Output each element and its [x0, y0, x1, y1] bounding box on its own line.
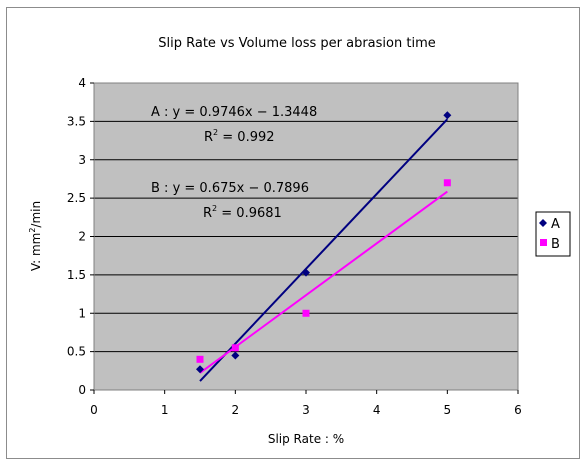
point-a-0 — [196, 365, 204, 374]
point-b-2 — [302, 309, 310, 317]
annotation-a-r2: R2 = 0.992 — [204, 128, 275, 145]
y-tick-label-2: 1 — [78, 306, 86, 320]
trendline-b — [199, 190, 448, 374]
legend-box — [535, 211, 571, 257]
annotation-a: A : y = 0.9746x − 1.3448 R2 = 0.992 — [151, 105, 317, 145]
point-a-2 — [302, 268, 310, 277]
y-tick-label-1: 0.5 — [67, 345, 86, 359]
annotation-b: B : y = 0.675x − 0.7896 R2 = 0.9681 — [151, 181, 309, 221]
y-axis-label: V: mm2/min — [28, 201, 43, 271]
data-markers — [196, 111, 452, 374]
y-tick-label-6: 3 — [78, 153, 86, 167]
point-a-1 — [231, 351, 240, 360]
annotation-b-r2: R2 = 0.9681 — [203, 204, 282, 221]
x-tick-label-6: 6 — [514, 403, 522, 417]
point-b-1 — [231, 344, 239, 352]
trendlines — [199, 118, 449, 382]
y-tick-label-7: 3.5 — [67, 114, 86, 128]
x-tick-label-2: 2 — [232, 403, 240, 417]
trendline-a — [199, 118, 449, 382]
y-tick-label-8: 4 — [78, 76, 86, 90]
x-tick-label-4: 4 — [373, 403, 381, 417]
y-tick-label-4: 2 — [78, 230, 86, 244]
legend-marker-b — [540, 239, 547, 246]
annotation-b-equation: B : y = 0.675x − 0.7896 — [151, 181, 309, 196]
legend: A B — [535, 211, 571, 257]
point-b-3 — [443, 179, 451, 187]
legend-label-b: B — [551, 237, 560, 252]
legend-label-a: A — [551, 217, 560, 232]
x-tick-label-3: 3 — [302, 403, 310, 417]
y-tick-label-0: 0 — [78, 383, 86, 397]
point-b-0 — [196, 355, 204, 363]
x-tick-label-5: 5 — [444, 403, 452, 417]
x-axis-ticks: 0 1 2 3 4 5 6 — [90, 390, 522, 417]
chart-title: Slip Rate vs Volume loss per abrasion ti… — [158, 36, 435, 51]
annotation-a-equation: A : y = 0.9746x − 1.3448 — [151, 105, 317, 120]
y-axis-ticks: 0 0.5 1 1.5 2 2.5 3 3.5 4 — [67, 76, 94, 397]
y-tick-label-3: 1.5 — [67, 268, 86, 282]
legend-marker-a — [539, 219, 547, 227]
point-a-3 — [443, 111, 452, 120]
x-tick-label-0: 0 — [90, 403, 98, 417]
x-axis-label: Slip Rate : % — [268, 432, 344, 446]
y-tick-label-5: 2.5 — [67, 191, 86, 205]
x-tick-label-1: 1 — [161, 403, 169, 417]
